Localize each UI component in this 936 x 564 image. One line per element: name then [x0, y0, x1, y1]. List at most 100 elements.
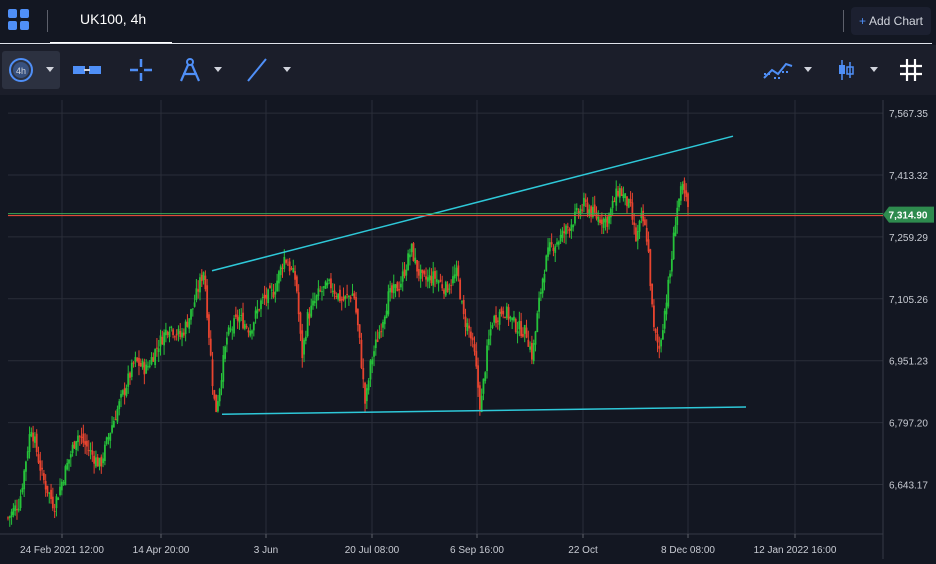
candle-body: [321, 291, 323, 293]
candle-body: [627, 198, 630, 208]
interval-clock-icon: 4h: [9, 58, 33, 82]
candle-body: [181, 332, 183, 338]
chevron-down-icon[interactable]: [283, 67, 291, 72]
y-tick-label: 7,105.26: [889, 295, 928, 306]
candle-body: [186, 321, 189, 327]
interval-button[interactable]: 4h: [2, 51, 40, 89]
candle-body: [260, 300, 262, 310]
candle-body: [164, 329, 167, 336]
candle-body: [667, 279, 670, 307]
candle-body: [200, 274, 203, 282]
candle-body: [450, 285, 453, 287]
candle-body: [349, 297, 352, 300]
candle-body: [678, 198, 680, 208]
candle-body: [679, 186, 682, 201]
candle-body: [520, 321, 523, 337]
candle-body: [579, 208, 582, 217]
candle-body: [559, 234, 562, 242]
chart-type-button[interactable]: [832, 51, 860, 89]
candle-body: [428, 275, 431, 281]
chart-tab[interactable]: UK100, 4h: [50, 0, 172, 44]
candle-body: [536, 313, 539, 333]
candle-body: [602, 218, 605, 228]
candle-body: [30, 432, 33, 437]
candle-body: [215, 394, 218, 412]
candlestick-icon: [839, 60, 854, 80]
candle-body: [362, 367, 365, 380]
candle-body: [68, 459, 70, 464]
candle-body: [229, 328, 232, 330]
candle-body: [231, 329, 234, 331]
candle-body: [590, 206, 593, 217]
candle-body: [661, 330, 664, 340]
candle-body: [190, 309, 192, 320]
candle-body: [385, 310, 388, 319]
candle-body: [398, 288, 401, 291]
chevron-down-icon[interactable]: [870, 67, 878, 72]
candlestick-chart[interactable]: 7,314.90 7,567.35 7,413.32 7,259.29 7,105.2…: [0, 100, 936, 559]
chart-tab-title: UK100, 4h: [80, 11, 147, 27]
add-chart-button[interactable]: + Add Chart: [851, 7, 931, 35]
layout-grid-icon[interactable]: [8, 9, 30, 31]
candle-body: [550, 242, 553, 245]
candle-body: [100, 456, 103, 467]
candle-body: [116, 409, 119, 422]
candle-body: [435, 279, 438, 282]
candle-body: [127, 373, 130, 387]
candle-body: [633, 222, 636, 225]
candle-body: [55, 496, 58, 509]
candle-body: [84, 441, 87, 445]
candle-body: [543, 273, 546, 283]
chevron-down-icon[interactable]: [804, 67, 812, 72]
grid-toggle-button[interactable]: [896, 51, 926, 89]
candle-body: [606, 216, 609, 227]
candle-body: [408, 254, 411, 258]
candle-body: [425, 276, 427, 280]
candle-body: [247, 330, 250, 333]
candle-body: [227, 327, 230, 335]
trendline-button[interactable]: [242, 51, 272, 89]
candle-body: [217, 401, 219, 412]
candle-body: [120, 393, 122, 398]
range-icon: [73, 66, 101, 74]
candle-body: [290, 268, 293, 270]
candle-body: [355, 297, 357, 313]
candle-body: [457, 265, 460, 277]
interval-dropdown[interactable]: [40, 51, 60, 89]
candle-body: [245, 326, 248, 328]
chart-area[interactable]: 7,314.90 7,567.35 7,413.32 7,259.29 7,105.2…: [0, 100, 936, 559]
candle-body: [534, 331, 537, 345]
candle-body: [107, 437, 110, 440]
candle-body: [444, 281, 447, 296]
candle-body: [482, 378, 485, 394]
candle-body: [39, 460, 42, 471]
chevron-down-icon[interactable]: [214, 67, 222, 72]
candle-body: [557, 241, 560, 245]
range-tool-button[interactable]: [70, 51, 104, 89]
candle-body: [240, 315, 243, 317]
candle-body: [136, 357, 139, 362]
candle-body: [220, 380, 223, 389]
candle-body: [26, 451, 29, 459]
candle-body: [197, 289, 200, 292]
candle-body: [73, 441, 76, 449]
x-tick-label: 12 Jan 2022 16:00: [754, 545, 837, 556]
candle-body: [373, 351, 375, 357]
candle-body: [380, 331, 383, 333]
measure-tool-button[interactable]: [174, 51, 206, 89]
candle-body: [12, 508, 15, 516]
x-tick-label: 14 Apr 20:00: [133, 545, 190, 556]
add-chart-label: Add Chart: [868, 14, 924, 28]
crosshair-button[interactable]: [126, 51, 156, 89]
x-tick-label: 6 Sep 16:00: [450, 545, 504, 556]
candle-body: [315, 295, 318, 301]
indicators-button[interactable]: [760, 51, 796, 89]
candle-body: [426, 277, 429, 282]
candle-body: [665, 302, 668, 315]
candle-body: [299, 312, 302, 334]
candle-body: [139, 362, 142, 367]
candle-body: [653, 305, 655, 328]
candle-body: [382, 321, 384, 328]
candle-body: [339, 289, 341, 302]
candle-body: [249, 330, 252, 336]
